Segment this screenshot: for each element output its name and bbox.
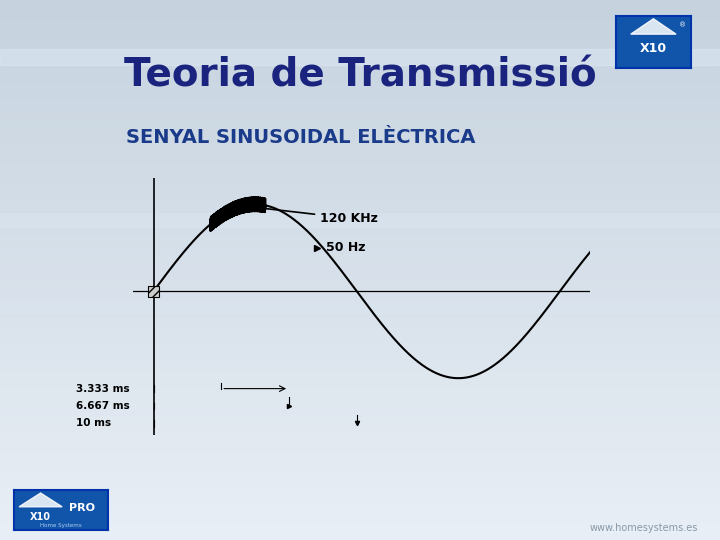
Bar: [0, 9, 720, 18]
Bar: [0, 387, 720, 396]
Bar: [0, 90, 720, 99]
Bar: [0, 261, 720, 270]
Bar: [0, 126, 720, 135]
Bar: [0, 225, 720, 234]
Bar: [0, 54, 720, 63]
Bar: [0, 306, 720, 315]
Bar: [0, 171, 720, 180]
Bar: [0, 486, 720, 495]
Bar: [0, 468, 720, 477]
Bar: [0, 162, 720, 171]
Text: Teoria de Transmissió: Teoria de Transmissió: [124, 57, 596, 94]
Bar: [0, 99, 720, 108]
Bar: [0, 135, 720, 144]
Bar: [0, 207, 720, 216]
Bar: [0, 351, 720, 360]
Bar: [0, 531, 720, 540]
Bar: [0, 441, 720, 450]
Bar: [0, 522, 720, 531]
Bar: [0, 378, 720, 387]
Bar: [0, 450, 720, 459]
Bar: [0, 117, 720, 126]
Bar: [0, 288, 720, 297]
Bar: [0, 18, 720, 27]
Bar: [0, 216, 720, 225]
Text: www.homesystems.es: www.homesystems.es: [590, 523, 698, 533]
Bar: [0, 405, 720, 414]
Text: 3.333 ms: 3.333 ms: [76, 383, 130, 394]
Text: X10: X10: [640, 42, 667, 55]
Bar: [0, 63, 720, 72]
Bar: [0, 432, 720, 441]
Bar: [148, 286, 159, 297]
Bar: [0, 315, 720, 324]
Bar: [0, 49, 720, 65]
Bar: [0, 72, 720, 81]
Text: 10 ms: 10 ms: [76, 418, 112, 428]
Bar: [0, 81, 720, 90]
Bar: [0, 144, 720, 153]
Bar: [0, 423, 720, 432]
Bar: [0, 342, 720, 351]
Bar: [0, 324, 720, 333]
Polygon shape: [631, 19, 676, 34]
Bar: [0, 45, 720, 54]
Bar: [0, 279, 720, 288]
Text: ®: ®: [678, 23, 685, 29]
Bar: [0, 360, 720, 369]
Bar: [0, 369, 720, 378]
Bar: [0, 396, 720, 405]
Text: 6.667 ms: 6.667 ms: [76, 401, 130, 411]
Text: X10: X10: [30, 512, 51, 522]
Bar: [0, 252, 720, 261]
Bar: [0, 414, 720, 423]
Bar: [0, 459, 720, 468]
Bar: [0, 213, 720, 227]
Text: 120 KHz: 120 KHz: [256, 206, 378, 225]
Bar: [0, 513, 720, 522]
Text: SENYAL SINUSOIDAL ELÈCTRICA: SENYAL SINUSOIDAL ELÈCTRICA: [126, 128, 475, 147]
Bar: [0, 270, 720, 279]
Bar: [0, 198, 720, 207]
Bar: [0, 477, 720, 486]
Bar: [0, 180, 720, 189]
Bar: [0, 297, 720, 306]
Bar: [0, 302, 720, 313]
Bar: [0, 333, 720, 342]
Text: 50 Hz: 50 Hz: [326, 241, 366, 254]
Bar: [0, 36, 720, 45]
Text: Home Systems: Home Systems: [40, 523, 82, 528]
Bar: [0, 153, 720, 162]
Bar: [0, 234, 720, 243]
Bar: [0, 504, 720, 513]
Bar: [0, 108, 720, 117]
Bar: [0, 27, 720, 36]
Polygon shape: [19, 493, 62, 507]
Bar: [0, 243, 720, 252]
Bar: [0, 495, 720, 504]
Text: PRO: PRO: [69, 503, 95, 513]
Bar: [0, 189, 720, 198]
Bar: [0, 0, 720, 9]
